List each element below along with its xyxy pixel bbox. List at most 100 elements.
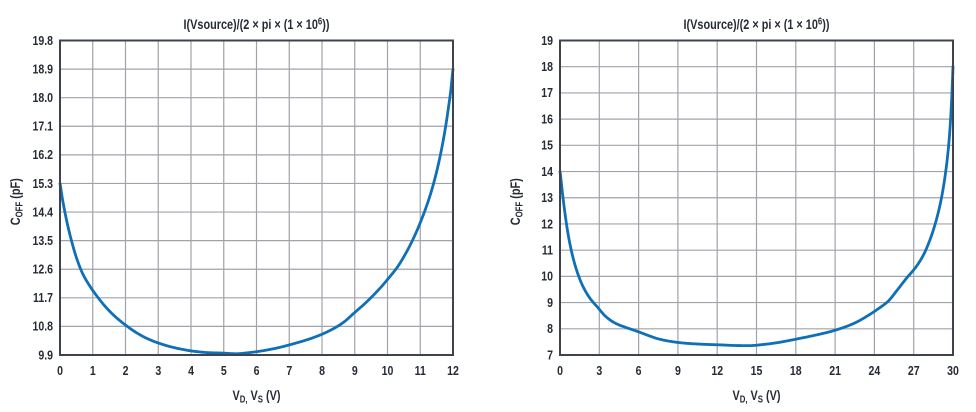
- chart-right-x-tick-30: 30: [947, 363, 959, 378]
- chart-left-x-tick-3: 3: [155, 363, 161, 378]
- chart-left: 0 1 2 3 4 5 6 7 8 9 10 11 129.910.811.712.613.514.41…: [8, 16, 459, 405]
- chart-left-y-tick-11.7-text: 11.7: [33, 290, 53, 305]
- chart-right-x-tick-27-text: 27: [908, 363, 920, 378]
- chart-right-title: I(Vsource)/(2 × pi × (1 × 106)): [684, 16, 830, 33]
- chart-left-y-tick-19.8: 19.8: [32, 33, 53, 48]
- chart-left-y-axis-label-text: COFF (pF): [8, 178, 25, 225]
- chart-right-y-tick-15: 15: [541, 137, 553, 152]
- chart-left-x-tick-4: 4: [188, 363, 194, 378]
- chart-right-x-tick-24-text: 24: [869, 363, 881, 378]
- chart-right-x-tick-21-text: 21: [829, 363, 841, 378]
- chart-right-x-tick-18-text: 18: [790, 363, 802, 378]
- chart-right-y-tick-17-text: 17: [541, 85, 553, 100]
- chart-right-x-tick-12: 12: [711, 363, 723, 378]
- chart-right-y-tick-12: 12: [541, 216, 553, 231]
- chart-right-y-axis-label-text: COFF (pF): [508, 178, 525, 225]
- chart-left-x-axis-label: VD, VS (V): [232, 388, 280, 405]
- chart-left-x-tick-12: 12: [447, 363, 459, 378]
- chart-left-y-tick-16.2-text: 16.2: [32, 147, 53, 162]
- chart-left-y-tick-9.9: 9.9: [38, 347, 53, 362]
- chart-right-y-axis-label-sub: OFF: [514, 201, 525, 217]
- chart-right-y-tick-16-text: 16: [541, 111, 553, 126]
- chart-right-y-tick-9: 9: [547, 295, 553, 310]
- chart-left-y-tick-17.1: 17.1: [32, 118, 53, 133]
- chart-right-curve: [558, 65, 955, 348]
- chart-right-y-tick-7-text: 7: [547, 347, 553, 362]
- chart-left-y-tick-12.6: 12.6: [32, 261, 53, 276]
- chart-right-y-axis-label: COFF (pF): [508, 178, 525, 225]
- chart-left-y-tick-10.8: 10.8: [32, 319, 53, 334]
- chart-right-x-tick-27: 27: [908, 363, 920, 378]
- chart-left-title-sup: 6: [318, 16, 322, 27]
- chart-left-x-tick-2: 2: [123, 363, 129, 378]
- chart-left-x-tick-8: 8: [319, 363, 325, 378]
- chart-right-x-tick-12-text: 12: [711, 363, 723, 378]
- chart-left-y-tick-17.1-text: 17.1: [32, 118, 53, 133]
- chart-left-x-tick-10: 10: [382, 363, 394, 378]
- chart-left-y-tick-15.3: 15.3: [32, 176, 53, 191]
- chart-right-y-tick-13: 13: [541, 190, 553, 205]
- chart-right-y-tick-12-text: 12: [541, 216, 553, 231]
- chart-right-frame: [559, 39, 954, 356]
- chart-left-x-tick-9: 9: [352, 363, 358, 378]
- chart-right-y-tick-18-text: 18: [541, 59, 553, 74]
- chart-left-x-tick-8-text: 8: [319, 363, 325, 378]
- chart-right-x-tick-0: 0: [557, 363, 563, 378]
- chart-right-y-tick-17: 17: [541, 85, 553, 100]
- chart-left-x-tick-0-text: 0: [57, 363, 63, 378]
- chart-left-x-tick-9-text: 9: [352, 363, 358, 378]
- chart-right-y-tick-19-text: 19: [541, 33, 553, 48]
- chart-right-title-text: I(Vsource)/(2 × pi × (1 × 106)): [684, 16, 830, 33]
- chart-right-x-tick-0-text: 0: [557, 363, 563, 378]
- chart-left-x-tick-7-text: 7: [286, 363, 292, 378]
- chart-left-y-axis-label-sub: OFF: [14, 201, 25, 217]
- chart-left-y-tick-18.0: 18.0: [32, 90, 53, 105]
- chart-left-y-tick-13.5: 13.5: [32, 233, 53, 248]
- chart-left-x-tick-6: 6: [254, 363, 260, 378]
- chart-left-y-tick-10.8-text: 10.8: [32, 319, 53, 334]
- chart-left-title-text: I(Vsource)/(2 × pi × (1 × 106)): [184, 16, 330, 33]
- chart-right-x-axis-label: VD, VS (V): [732, 388, 780, 405]
- chart-right-x-tick-6: 6: [636, 363, 642, 378]
- chart-left-grid: [60, 40, 453, 355]
- chart-right-y-tick-8-text: 8: [547, 321, 553, 336]
- chart-left-x-tick-10-text: 10: [382, 363, 394, 378]
- chart-right-y-tick-10-text: 10: [541, 269, 553, 284]
- chart-right-x-tick-18: 18: [790, 363, 802, 378]
- chart-right-y-tick-11: 11: [542, 242, 553, 257]
- chart-left-x-tick-2-text: 2: [123, 363, 129, 378]
- chart-right-x-tick-30-text: 30: [947, 363, 959, 378]
- chart-left-y-tick-12.6-text: 12.6: [32, 261, 53, 276]
- chart-left-x-tick-11-text: 11: [415, 363, 426, 378]
- chart-left-x-tick-5: 5: [221, 363, 227, 378]
- chart-left-y-tick-18.9-text: 18.9: [32, 61, 53, 76]
- chart-right-x-axis-label-text: VD, VS (V): [732, 388, 780, 405]
- chart-right-y-tick-8: 8: [547, 321, 553, 336]
- chart-left-y-tick-18.9: 18.9: [32, 61, 53, 76]
- chart-left-x-axis-label-sub: D,: [240, 394, 248, 405]
- chart-right-y-tick-14-text: 14: [541, 164, 553, 179]
- chart-left-x-tick-7: 7: [286, 363, 292, 378]
- chart-right-y-tick-19: 19: [541, 33, 553, 48]
- chart-left-x-tick-4-text: 4: [188, 363, 194, 378]
- chart-left-curve: [58, 67, 455, 356]
- chart-right-x-tick-15-text: 15: [751, 363, 763, 378]
- chart-left-x-tick-0: 0: [57, 363, 63, 378]
- chart-right-y-tick-11-text: 11: [542, 242, 553, 257]
- chart-left-x-tick-11: 11: [415, 363, 426, 378]
- chart-left-y-tick-14.4: 14.4: [32, 204, 53, 219]
- chart-right-x-tick-15: 15: [751, 363, 763, 378]
- chart-left-x-tick-1: 1: [90, 363, 96, 378]
- chart-left-x-axis-label-sub: S: [258, 394, 263, 405]
- chart-right-title-sup: 6: [818, 16, 822, 27]
- chart-left-x-tick-1-text: 1: [90, 363, 96, 378]
- chart-right-y-tick-9-text: 9: [547, 295, 553, 310]
- chart-left-y-axis-label: COFF (pF): [8, 178, 25, 225]
- chart-left-y-tick-9.9-text: 9.9: [38, 347, 53, 362]
- chart-left-x-tick-3-text: 3: [155, 363, 161, 378]
- chart-right-y-tick-15-text: 15: [541, 137, 553, 152]
- chart-left-y-tick-16.2: 16.2: [32, 147, 53, 162]
- chart-right-x-tick-21: 21: [829, 363, 841, 378]
- chart-right: 0 3 6 9 12 15 18 21 24 27 30 7 8 9 10 11 12 13 14 15 16 17 18 1…: [508, 16, 959, 405]
